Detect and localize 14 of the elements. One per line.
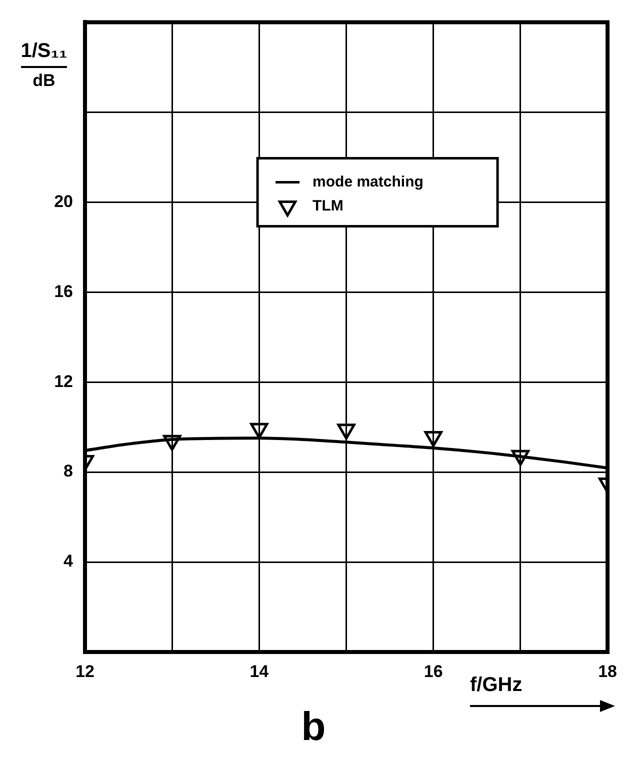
legend-label: mode matching xyxy=(312,173,424,190)
x-tick-label: 12 xyxy=(76,662,94,681)
y-tick-label: 4 xyxy=(64,552,74,571)
x-tick-label: 14 xyxy=(250,662,270,681)
y-tick-label: 8 xyxy=(64,462,73,481)
x-tick-label: 16 xyxy=(424,662,443,681)
x-axis-title: f/GHz xyxy=(470,674,522,697)
text: b xyxy=(300,705,327,750)
y-tick-label: 16 xyxy=(54,282,73,301)
y-axis-title: 1/S₁₁ dB xyxy=(20,39,68,92)
legend-label: TLM xyxy=(312,197,344,214)
y-tick-label: 12 xyxy=(54,372,73,391)
y-tick-label: 20 xyxy=(54,192,73,211)
x-tick-label: 18 xyxy=(598,662,618,681)
